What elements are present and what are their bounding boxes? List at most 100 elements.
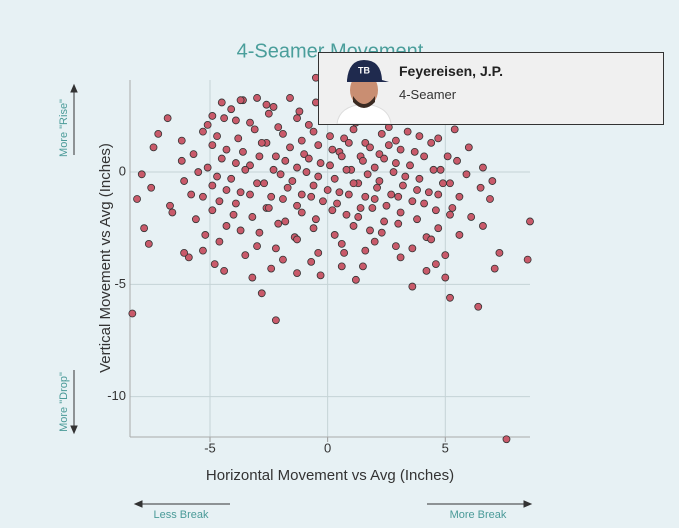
point [342, 165, 351, 174]
point [377, 129, 386, 138]
point [293, 235, 301, 244]
point [281, 156, 290, 165]
point [180, 248, 189, 257]
point [413, 215, 421, 224]
point [255, 152, 264, 161]
point [274, 123, 283, 132]
point [149, 143, 158, 152]
point [328, 206, 337, 215]
point [295, 107, 304, 116]
point [199, 192, 207, 201]
point [234, 134, 243, 143]
annotation: More Break [450, 509, 507, 521]
point [446, 210, 454, 219]
point [446, 179, 454, 188]
point [286, 143, 294, 152]
point [439, 179, 447, 188]
point [293, 163, 301, 172]
point [241, 165, 250, 174]
point [495, 248, 504, 257]
point [467, 213, 476, 221]
point [368, 204, 377, 212]
point [384, 141, 393, 150]
point [194, 168, 203, 176]
point [236, 188, 245, 197]
point [462, 170, 471, 179]
point [314, 141, 323, 150]
point [434, 190, 443, 199]
point [262, 100, 271, 109]
point [215, 237, 224, 246]
point [377, 228, 386, 237]
point [389, 168, 398, 176]
point [222, 186, 231, 194]
point [479, 163, 487, 172]
player-photo: TB [329, 54, 399, 124]
point [246, 161, 254, 170]
point [337, 262, 346, 271]
point [231, 159, 240, 167]
point [248, 213, 257, 221]
point [147, 183, 156, 192]
point [279, 195, 287, 203]
point [476, 183, 485, 192]
point [391, 159, 400, 167]
point [144, 240, 153, 248]
point [335, 188, 344, 197]
point [309, 224, 318, 233]
point [316, 159, 325, 167]
point [220, 266, 229, 275]
point [316, 271, 325, 280]
point [213, 132, 221, 141]
point [264, 109, 273, 118]
point [253, 179, 261, 188]
point [420, 152, 429, 161]
point [323, 186, 332, 194]
point [349, 179, 358, 188]
point [422, 266, 431, 275]
point [455, 192, 464, 201]
point [269, 103, 278, 111]
point [382, 201, 391, 210]
point [314, 172, 323, 181]
point [236, 226, 245, 235]
point [427, 235, 436, 244]
point [231, 116, 240, 125]
point [314, 248, 323, 257]
point [396, 253, 405, 262]
point [140, 224, 149, 233]
annotation: Less Break [153, 509, 209, 521]
point [215, 197, 224, 206]
point [128, 309, 137, 318]
point [408, 197, 417, 206]
point [257, 289, 266, 298]
point [344, 190, 353, 199]
point [424, 188, 433, 197]
point [293, 114, 301, 123]
point [191, 215, 200, 224]
point [203, 121, 212, 129]
point [199, 246, 207, 255]
point [363, 170, 372, 179]
point [309, 127, 318, 136]
point [328, 145, 337, 154]
point [208, 181, 217, 190]
point [420, 199, 429, 208]
point [415, 174, 424, 183]
point [319, 197, 327, 206]
point [137, 170, 146, 179]
point [227, 105, 236, 114]
point [394, 192, 403, 201]
point [269, 165, 278, 174]
point [342, 210, 351, 219]
point [443, 152, 452, 161]
point [340, 248, 349, 257]
point [208, 112, 217, 120]
point [351, 275, 360, 284]
point [431, 260, 440, 269]
point [260, 179, 269, 188]
point [408, 282, 417, 291]
point [267, 264, 276, 273]
point [168, 208, 177, 217]
point [361, 138, 370, 147]
